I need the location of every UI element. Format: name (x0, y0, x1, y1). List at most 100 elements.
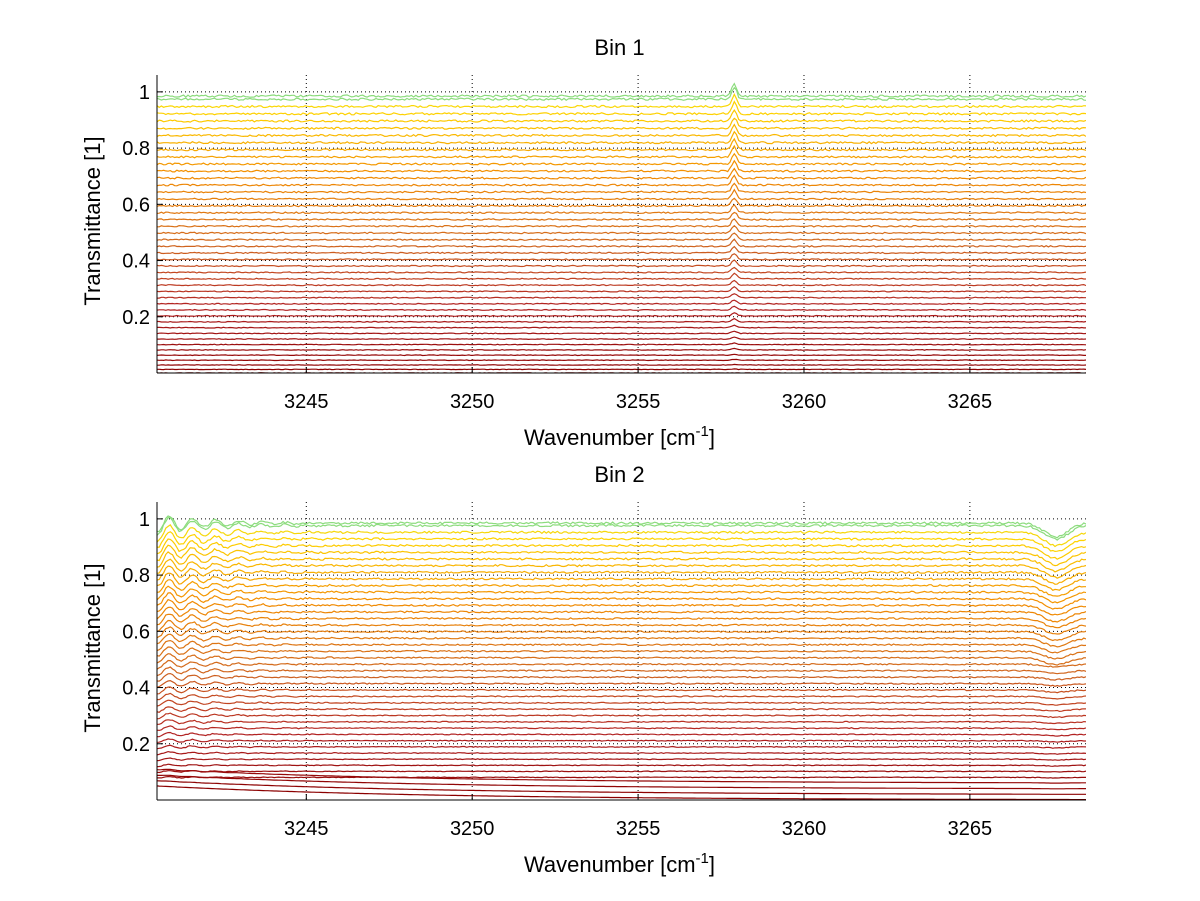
series-line (157, 558, 1086, 579)
series-line (157, 750, 1086, 756)
series-line (157, 598, 1086, 616)
series-line (157, 167, 1086, 180)
series-line (157, 769, 1086, 774)
y-tick-label: 0.4 (122, 678, 150, 700)
series-line (157, 672, 1086, 682)
series-line (157, 347, 1086, 351)
series-line (157, 551, 1086, 573)
series-line (157, 317, 1086, 323)
series-line (157, 585, 1086, 604)
series-line (157, 108, 1086, 123)
series-line (157, 692, 1086, 701)
series-line (157, 324, 1086, 329)
y-tick-label: 1 (139, 82, 150, 104)
y-tick-label: 0.2 (122, 734, 150, 756)
series-line (157, 358, 1086, 362)
series-line (157, 363, 1086, 366)
series-line (157, 224, 1086, 235)
series-line (157, 785, 1086, 800)
x-tick-label: 3265 (948, 818, 993, 840)
series-line (157, 285, 1086, 293)
chart-panel-1: 3245 3250 3255 3260 3265 0.2 0.4 0.6 0.8 1 Bin 1 Wa… (80, 35, 1086, 450)
series-line (157, 712, 1086, 720)
series-line (157, 293, 1086, 299)
y-tick-label: 0.2 (122, 307, 150, 329)
x-tick-label: 3260 (782, 818, 827, 840)
series-line (157, 592, 1086, 610)
series-line (157, 538, 1086, 560)
x-axis-label: Wavenumber [cm-1] (524, 423, 715, 450)
series-line (157, 188, 1086, 201)
series-line (157, 312, 1086, 317)
series-line (157, 232, 1086, 241)
series-line (157, 197, 1086, 208)
x-tick-label: 3250 (450, 391, 495, 413)
series-line (157, 731, 1086, 738)
series-line (157, 653, 1086, 666)
series-line (157, 719, 1086, 725)
x-tick-label: 3265 (948, 391, 993, 413)
series-line (157, 706, 1086, 713)
y-tick-label: 0.6 (122, 194, 150, 216)
y-tick-label: 0.8 (122, 138, 150, 160)
series-line (157, 174, 1086, 187)
series-line (157, 639, 1086, 654)
series-line (157, 336, 1086, 341)
series-line (157, 744, 1086, 750)
y-tick-label: 0.8 (122, 565, 150, 587)
series-line (157, 531, 1086, 553)
series-line (157, 182, 1086, 194)
y-tick-label: 1 (139, 509, 150, 531)
series-line (157, 266, 1086, 274)
series-line (157, 666, 1086, 677)
series-line (157, 524, 1086, 548)
series-line (157, 780, 1086, 795)
series-line (157, 763, 1086, 768)
series-line (157, 342, 1086, 346)
y-tick-label: 0.4 (122, 251, 150, 273)
series-line (157, 211, 1086, 221)
series-line (157, 768, 1086, 784)
series-line (157, 245, 1086, 255)
series-line (157, 775, 1086, 779)
series-line (157, 613, 1086, 629)
series-line (157, 137, 1086, 152)
chart-panel-2: 3245 3250 3255 3260 3265 0.2 0.4 0.6 0.8 1 Bin 2 Wa… (80, 462, 1086, 877)
series-line (157, 305, 1086, 311)
series-line (157, 565, 1086, 585)
series-line (157, 330, 1086, 335)
series-line (157, 679, 1086, 688)
series-line (157, 757, 1086, 762)
series-line (157, 516, 1086, 541)
series-line (157, 82, 1086, 98)
series-line (157, 515, 1086, 539)
series-line (157, 279, 1086, 287)
series-line (157, 144, 1086, 159)
series-group (157, 515, 1086, 800)
x-tick-label: 3255 (616, 818, 661, 840)
series-line (157, 633, 1086, 648)
x-tick-label: 3250 (450, 818, 495, 840)
series-line (157, 572, 1086, 592)
y-axis-label: Transmittance [1] (80, 563, 105, 732)
series-line (157, 699, 1086, 707)
series-line (157, 100, 1086, 116)
chart-title: Bin 2 (594, 462, 644, 487)
series-line (157, 579, 1086, 597)
series-line (157, 299, 1086, 305)
series-group (157, 82, 1086, 373)
series-line (157, 93, 1086, 109)
series-line (157, 238, 1086, 248)
series-line (157, 353, 1086, 357)
series-line (157, 152, 1086, 166)
series-line (157, 626, 1086, 642)
series-line (157, 117, 1086, 131)
chart-title: Bin 1 (594, 35, 644, 60)
series-line (157, 159, 1086, 173)
series-line (157, 218, 1086, 228)
series-line (157, 686, 1086, 695)
series-line (157, 203, 1086, 215)
series-line (157, 368, 1086, 371)
x-tick-label: 3245 (284, 391, 329, 413)
